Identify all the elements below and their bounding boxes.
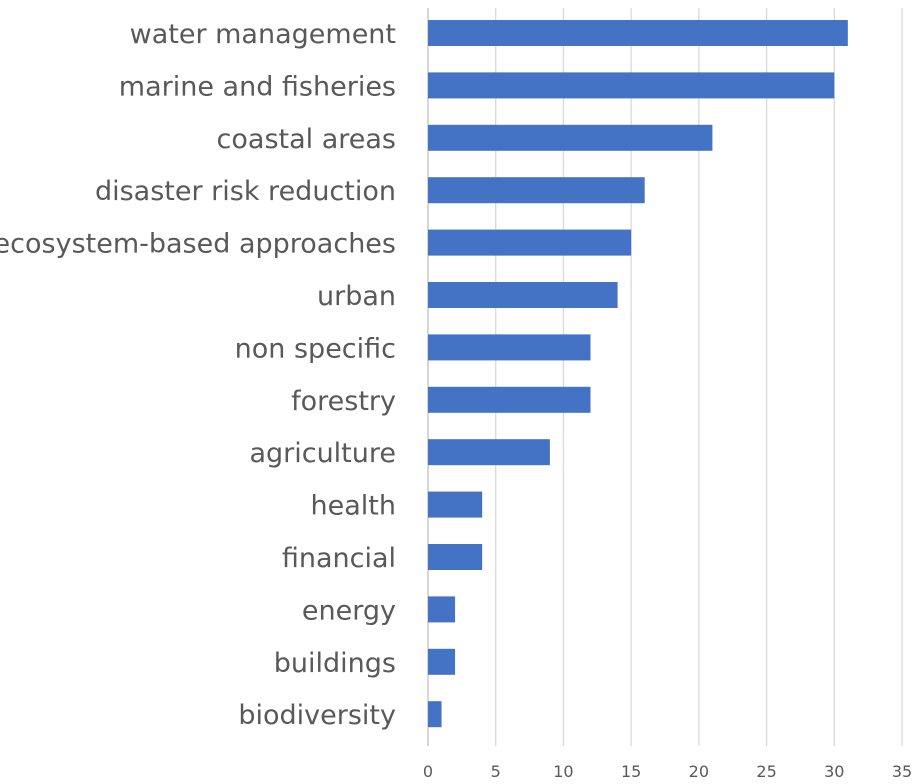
bar-health xyxy=(428,491,483,518)
bar-non-specific xyxy=(428,334,591,361)
bar-financial xyxy=(428,544,483,570)
x-tick-label: 10 xyxy=(553,762,573,781)
x-tick-label: 30 xyxy=(824,762,844,781)
bar-agriculture xyxy=(428,439,550,466)
bar-ecosystem-based-approaches xyxy=(428,229,632,256)
x-tick-label: 35 xyxy=(892,762,912,781)
category-label: coastal areas xyxy=(217,124,396,155)
bar-urban xyxy=(428,282,618,308)
x-tick-label: 20 xyxy=(689,762,709,781)
bar-coastal-areas xyxy=(428,124,713,151)
bar-disaster-risk-reduction xyxy=(428,177,645,204)
category-label: financial xyxy=(282,543,396,574)
category-label: biodiversity xyxy=(238,700,396,731)
category-label: marine and fisheries xyxy=(119,71,396,102)
category-label: energy xyxy=(302,595,396,626)
x-tick-label: 25 xyxy=(756,762,776,781)
category-label: agriculture xyxy=(249,438,396,469)
category-label: ecosystem-based approaches xyxy=(0,229,396,260)
category-label: water management xyxy=(130,19,396,50)
category-labels: water management marine and fisheries coas… xyxy=(0,19,396,731)
x-tick-labels: 0 5 10 15 20 25 30 35 xyxy=(423,762,912,781)
gridlines xyxy=(427,8,903,746)
bars xyxy=(428,20,848,728)
category-label: forestry xyxy=(291,386,396,417)
category-label: urban xyxy=(317,281,396,312)
x-tick-label: 15 xyxy=(621,762,641,781)
category-label: health xyxy=(311,491,396,522)
bar-buildings xyxy=(428,648,456,675)
bar-forestry xyxy=(428,386,591,413)
bar-marine-and-fisheries xyxy=(428,72,835,99)
category-label: disaster risk reduction xyxy=(95,176,396,207)
bar-water-management xyxy=(428,20,848,46)
x-tick-label: 0 xyxy=(423,762,433,781)
x-tick-label: 5 xyxy=(491,762,501,781)
category-label: non specific xyxy=(235,333,396,364)
bar-biodiversity xyxy=(428,701,442,728)
bar-energy xyxy=(428,596,456,623)
category-label: buildings xyxy=(274,648,396,679)
